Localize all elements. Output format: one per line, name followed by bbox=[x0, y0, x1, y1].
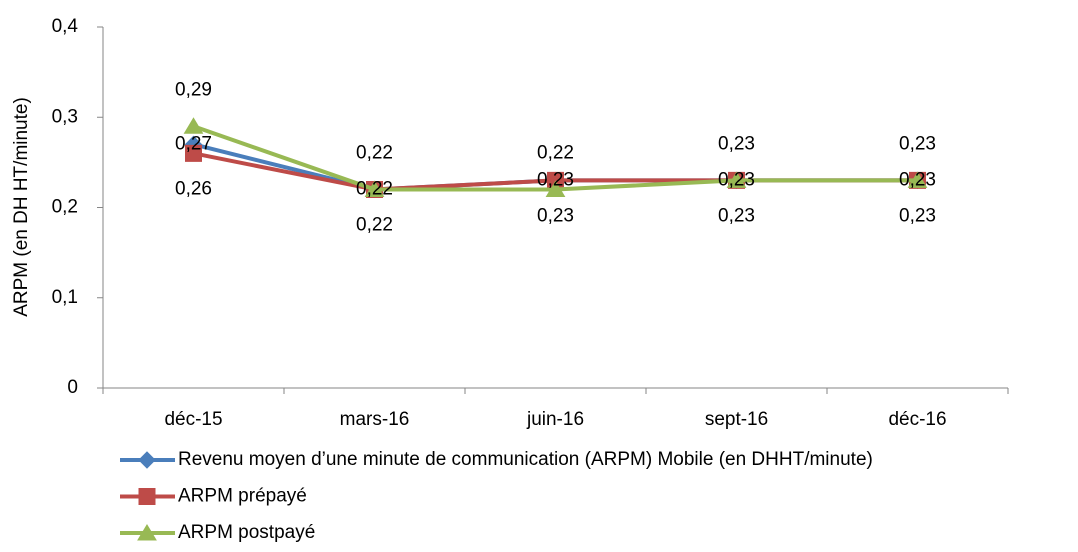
y-tick-label: 0,2 bbox=[52, 197, 78, 218]
x-tick-label: mars-16 bbox=[340, 409, 410, 430]
data-label: 0,22 bbox=[356, 178, 393, 199]
data-label: 0,23 bbox=[899, 169, 936, 190]
x-tick-label: sept-16 bbox=[705, 409, 768, 430]
data-label: 0,23 bbox=[537, 205, 574, 226]
y-tick-label: 0,1 bbox=[52, 287, 78, 308]
data-point bbox=[364, 180, 385, 197]
y-axis-label: ARPM (en DH HT/minute) bbox=[11, 97, 32, 317]
data-label: 0,23 bbox=[537, 169, 574, 190]
data-label: 0,22 bbox=[537, 142, 574, 163]
data-label: 0,23 bbox=[899, 205, 936, 226]
data-point bbox=[185, 144, 202, 162]
data-label: 0,26 bbox=[175, 178, 212, 199]
data-label: 0,29 bbox=[175, 79, 212, 100]
data-label: 0,23 bbox=[899, 133, 936, 154]
legend-label: ARPM prépayé bbox=[178, 486, 307, 507]
legend-marker bbox=[137, 524, 157, 541]
legend-marker bbox=[138, 488, 156, 505]
data-point bbox=[726, 171, 747, 188]
y-tick-label: 0,3 bbox=[52, 106, 78, 127]
data-point bbox=[907, 171, 928, 188]
data-label: 0,27 bbox=[175, 133, 212, 154]
data-label: 0,22 bbox=[356, 214, 393, 235]
legend-label: Revenu moyen d’une minute de communicati… bbox=[178, 449, 873, 470]
data-point bbox=[183, 117, 204, 134]
y-tick-label: 0 bbox=[67, 377, 78, 398]
data-label: 0,23 bbox=[718, 205, 755, 226]
x-tick-label: juin-16 bbox=[526, 409, 584, 430]
data-label: 0,22 bbox=[356, 142, 393, 163]
legend-marker bbox=[138, 451, 156, 469]
x-tick-label: déc-15 bbox=[164, 409, 222, 430]
x-tick-label: déc-16 bbox=[888, 409, 946, 430]
data-point bbox=[545, 180, 566, 197]
data-label: 0,23 bbox=[718, 169, 755, 190]
y-tick-label: 0,4 bbox=[52, 16, 79, 37]
legend-label: ARPM postpayé bbox=[178, 522, 315, 543]
data-label: 0,23 bbox=[718, 133, 755, 154]
